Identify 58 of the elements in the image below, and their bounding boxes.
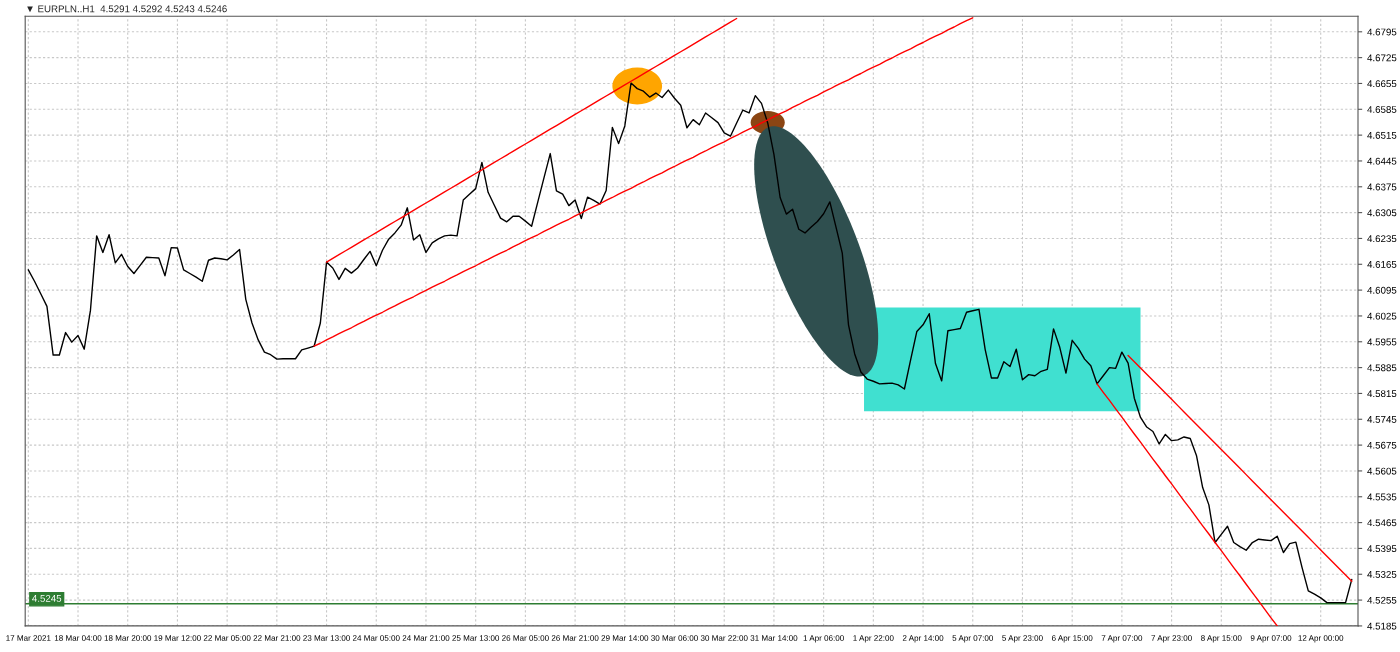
x-tick-label: 29 Mar 14:00 — [601, 635, 649, 641]
x-tick-label: 5 Apr 23:00 — [1002, 635, 1043, 643]
y-tick-label: 4.6445 — [1367, 157, 1397, 165]
x-tick-label: 31 Mar 14:00 — [750, 635, 798, 641]
x-tick-label: 18 Mar 20:00 — [104, 635, 152, 641]
y-tick-label: 4.6025 — [1367, 312, 1397, 320]
line-series — [27, 82, 1353, 604]
x-tick-label: 24 Mar 05:00 — [352, 635, 400, 641]
x-tick-label: 18 Mar 04:00 — [54, 635, 102, 641]
y-tick-label: 4.6725 — [1367, 54, 1397, 62]
x-tick-label: 6 Apr 15:00 — [1051, 635, 1093, 643]
y-tick-label: 4.5745 — [1367, 416, 1397, 423]
x-tick-label: 8 Apr 15:00 — [1201, 635, 1242, 643]
y-tick-label: 4.5395 — [1367, 545, 1397, 553]
y-tick-label: 4.6305 — [1367, 209, 1397, 217]
x-tick-label: 7 Apr 07:00 — [1101, 635, 1143, 643]
x-tick-label: 1 Apr 06:00 — [803, 635, 844, 643]
y-tick-label: 4.5815 — [1367, 390, 1397, 398]
x-tick-label: 9 Apr 07:00 — [1250, 635, 1292, 643]
y-tick-label: 4.5325 — [1367, 570, 1397, 578]
y-tick-label: 4.6515 — [1367, 131, 1397, 139]
y-tick-label: 4.6235 — [1367, 235, 1397, 243]
y-tick-label: 4.5955 — [1367, 338, 1397, 346]
x-tick-label: 25 Mar 13:00 — [452, 635, 500, 641]
y-tick-label: 4.6585 — [1367, 106, 1397, 113]
line-series — [313, 17, 974, 347]
line-series — [1096, 383, 1278, 626]
x-tick-label: 30 Mar 06:00 — [651, 635, 698, 641]
y-tick-label: 4.5255 — [1367, 596, 1397, 604]
y-tick-label: 4.6375 — [1367, 183, 1397, 191]
ref-line-label: 4.5245 — [32, 594, 62, 602]
y-tick-label: 4.5885 — [1367, 364, 1397, 372]
y-tick-label: 4.5535 — [1367, 493, 1397, 501]
x-tick-label: 23 Mar 13:00 — [303, 635, 350, 641]
y-tick-label: 4.6795 — [1367, 28, 1397, 36]
x-tick-label: 19 Mar 12:00 — [154, 635, 201, 641]
y-tick-label: 4.5465 — [1367, 519, 1397, 527]
y-tick-label: 4.5185 — [1367, 622, 1397, 630]
y-tick-label: 4.6165 — [1367, 261, 1397, 268]
x-tick-label: 12 Apr 00:00 — [1298, 635, 1344, 643]
x-tick-label: 22 Mar 05:00 — [203, 635, 251, 641]
x-tick-label: 26 Mar 05:00 — [502, 635, 549, 641]
chart-title: ▼ EURPLN..H1 4.5291 4.5292 4.5243 4.5246 — [27, 5, 227, 13]
x-tick-label: 30 Mar 22:00 — [700, 635, 748, 641]
x-tick-label: 7 Apr 23:00 — [1151, 635, 1192, 643]
x-tick-label: 22 Mar 21:00 — [253, 635, 301, 641]
y-tick-label: 4.5605 — [1367, 467, 1397, 475]
y-tick-label: 4.5675 — [1367, 441, 1397, 449]
y-tick-label: 4.6655 — [1367, 80, 1397, 88]
x-tick-label: 2 Apr 14:00 — [902, 635, 944, 643]
y-tick-label: 4.6095 — [1367, 286, 1397, 294]
x-tick-label: 24 Mar 21:00 — [402, 635, 450, 641]
line-series — [1127, 354, 1353, 582]
line-series — [325, 17, 738, 263]
x-tick-label: 5 Apr 07:00 — [952, 635, 994, 643]
x-tick-label: 26 Mar 21:00 — [551, 635, 599, 641]
x-tick-label: 17 Mar 2021 — [6, 635, 51, 641]
x-tick-label: 1 Apr 22:00 — [853, 635, 894, 643]
